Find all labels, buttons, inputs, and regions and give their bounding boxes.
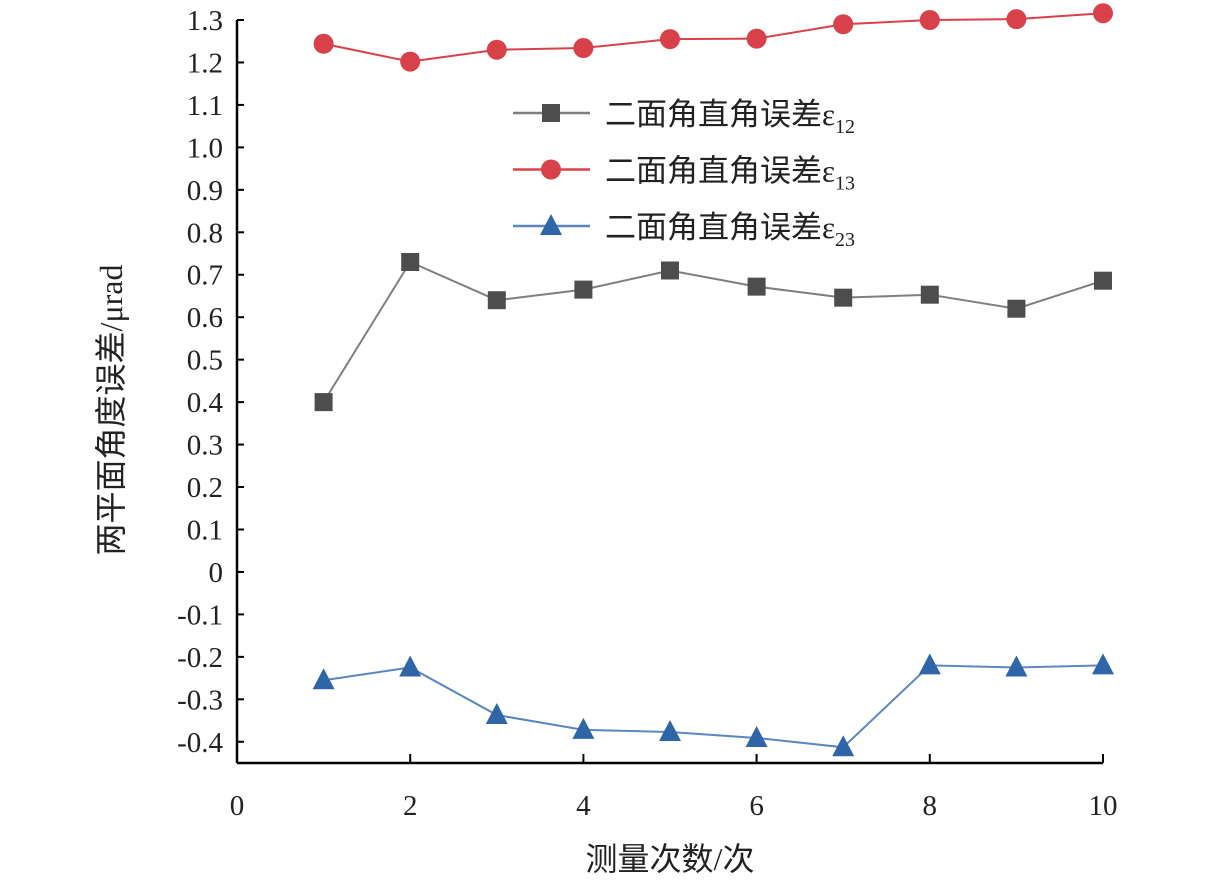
- y-tick-label: 1.0: [187, 132, 223, 164]
- y-tick-label: 1.1: [187, 90, 223, 122]
- y-tick-label: 0.9: [187, 175, 223, 207]
- x-tick-label: 2: [403, 790, 418, 822]
- data-point: [745, 725, 768, 747]
- y-tick-label: 0.6: [187, 302, 223, 334]
- legend-item: 二面角直角误差ε12: [513, 97, 855, 138]
- data-point: [920, 285, 939, 304]
- data-point: [833, 14, 854, 35]
- y-tick-label: 0: [209, 557, 224, 589]
- data-point: [1093, 3, 1113, 24]
- data-point: [313, 33, 334, 54]
- data-point: [1005, 655, 1028, 677]
- y-tick-label: 0.8: [187, 217, 223, 249]
- y-tick-label: 1.2: [187, 47, 223, 79]
- legend-item: 二面角直角误差ε23: [513, 210, 855, 251]
- y-tick-label: -0.3: [177, 684, 223, 716]
- data-point: [485, 703, 508, 725]
- x-tick-label: 6: [749, 790, 764, 822]
- y-axis-label: 两平面角度误差/μrad: [93, 265, 129, 556]
- data-point: [919, 10, 940, 30]
- data-point: [572, 717, 595, 739]
- y-tick-label: 0.2: [187, 472, 223, 504]
- y-tick-label: 0.4: [187, 387, 224, 419]
- y-tick-label: -0.4: [177, 727, 223, 759]
- data-point: [1092, 653, 1114, 675]
- y-tick-label: 0.3: [187, 430, 223, 462]
- data-point: [1007, 299, 1026, 318]
- legend-marker: [540, 214, 562, 235]
- y-tick-label: 0.5: [187, 345, 223, 377]
- data-point: [747, 277, 766, 296]
- data-point: [573, 38, 594, 59]
- data-point: [1094, 271, 1112, 290]
- legend-label: 二面角直角误差ε13: [605, 154, 855, 195]
- data-point: [487, 291, 506, 310]
- x-axis-label: 测量次数/次: [586, 841, 755, 877]
- legend-label: 二面角直角误差ε23: [605, 210, 855, 251]
- y-tick-label: 1.3: [187, 5, 223, 37]
- y-tick-label: 0.1: [187, 514, 223, 546]
- legend-label: 二面角直角误差ε12: [605, 97, 855, 138]
- x-tick-label: 10: [1089, 790, 1118, 822]
- series-23: [312, 653, 1114, 757]
- axes: -0.4 -0.3 -0.2 -0.1 0 0.1 0.2 0.3 0.4 0.5 0.6 0.7 0.…: [177, 5, 1117, 822]
- series-layer: [312, 3, 1114, 757]
- legend-item: 二面角直角误差ε13: [513, 154, 855, 195]
- series-line: [323, 12, 1104, 63]
- legend: 二面角直角误差ε12 二面角直角误差ε13 二面角直角误差ε23: [513, 97, 855, 251]
- data-point: [401, 253, 420, 272]
- data-point: [574, 280, 593, 299]
- data-point: [746, 28, 767, 49]
- legend-marker: [541, 159, 561, 180]
- data-point: [661, 261, 679, 280]
- data-point: [834, 288, 853, 307]
- series-line: [323, 664, 1104, 749]
- data-point: [832, 735, 855, 757]
- y-tick-label: -0.2: [177, 642, 223, 674]
- data-point: [486, 39, 507, 60]
- y-tick-label: 0.7: [187, 260, 223, 292]
- data-point: [660, 29, 680, 50]
- series-line: [322, 260, 1104, 403]
- data-point: [400, 51, 421, 72]
- data-point: [312, 668, 335, 690]
- data-point: [918, 653, 941, 675]
- data-point: [399, 655, 422, 677]
- x-tick-label: 8: [923, 790, 938, 822]
- data-point: [314, 393, 333, 412]
- x-tick-label: 4: [576, 790, 591, 822]
- y-tick-label: -0.1: [177, 599, 223, 631]
- x-tick-label: 0: [230, 790, 245, 822]
- data-point: [659, 720, 681, 742]
- legend-marker: [542, 104, 560, 122]
- series-13: [313, 3, 1113, 72]
- series-12: [314, 253, 1112, 412]
- data-point: [1006, 9, 1027, 30]
